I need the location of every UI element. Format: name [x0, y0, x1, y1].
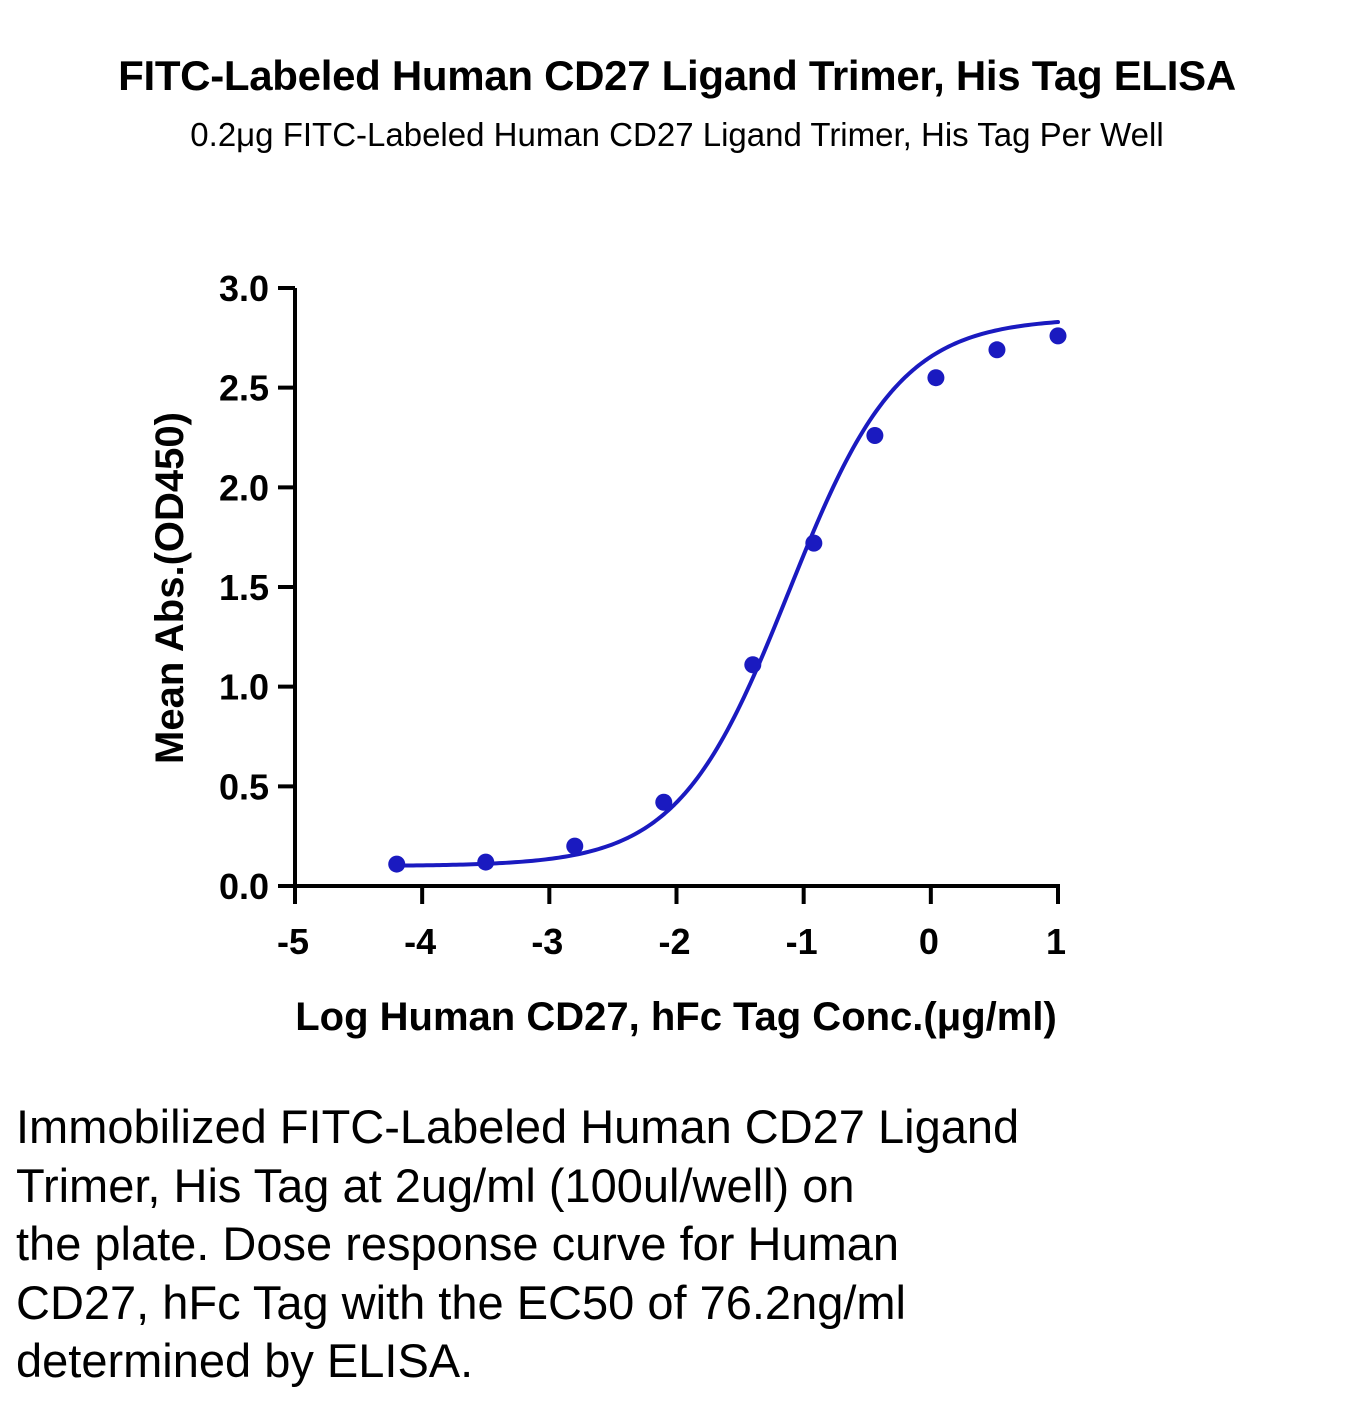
data-point — [988, 341, 1006, 359]
fit-curve-layer — [394, 320, 1060, 868]
y-tick-label: 0.5 — [219, 766, 269, 807]
data-point — [1049, 327, 1067, 345]
caption-line-3: the plate. Dose response curve for Human — [16, 1217, 900, 1270]
x-tick-label: -2 — [658, 921, 690, 962]
fit-curve — [394, 320, 1060, 868]
y-tick-label: 3.0 — [219, 268, 269, 309]
caption-line-2: Trimer, His Tag at 2ug/ml (100ul/well) o… — [16, 1158, 855, 1212]
figure-caption: Immobilized FITC-Labeled Human CD27 Liga… — [16, 1098, 1316, 1391]
caption-line-5: determined by ELISA. — [16, 1334, 474, 1387]
data-point — [388, 855, 406, 873]
data-point — [566, 837, 584, 855]
chart-subtitle: 0.2μg FITC-Labeled Human CD27 Ligand Tri… — [190, 116, 1164, 153]
axes: 0.0 0.5 1.0 1.5 2.0 2.5 3.0 -5 -4 -3 -2 -1 0 1 — [219, 268, 1066, 962]
data-point — [927, 369, 945, 387]
data-point — [805, 534, 823, 552]
y-axis-label: Mean Abs.(OD450) — [148, 412, 192, 764]
y-tick-label: 1.0 — [219, 667, 269, 708]
y-tick-label: 0.0 — [219, 866, 269, 907]
y-tick-label: 2.0 — [219, 467, 269, 508]
x-tick-label: -5 — [277, 921, 309, 962]
x-axis-label: Log Human CD27, hFc Tag Conc.(μg/ml) — [295, 995, 1057, 1039]
x-tick-label: 1 — [1046, 921, 1066, 962]
x-tick-label: -4 — [404, 921, 436, 962]
x-tick-label: -3 — [531, 921, 563, 962]
data-point — [655, 793, 673, 811]
caption-line-4: CD27, hFc Tag with the EC50 of 76.2ng/ml — [16, 1275, 906, 1329]
data-point — [866, 427, 884, 445]
y-tick-label: 1.5 — [219, 567, 269, 608]
data-point — [477, 853, 495, 871]
data-point — [744, 656, 762, 674]
y-tick-label: 2.5 — [219, 368, 269, 409]
x-tick-label: 0 — [919, 921, 939, 962]
chart-title: FITC-Labeled Human CD27 Ligand Trimer, H… — [118, 52, 1236, 99]
x-tick-label: -1 — [786, 921, 818, 962]
data-points — [388, 327, 1067, 873]
caption-line-1: Immobilized FITC-Labeled Human CD27 Liga… — [16, 1100, 1020, 1153]
